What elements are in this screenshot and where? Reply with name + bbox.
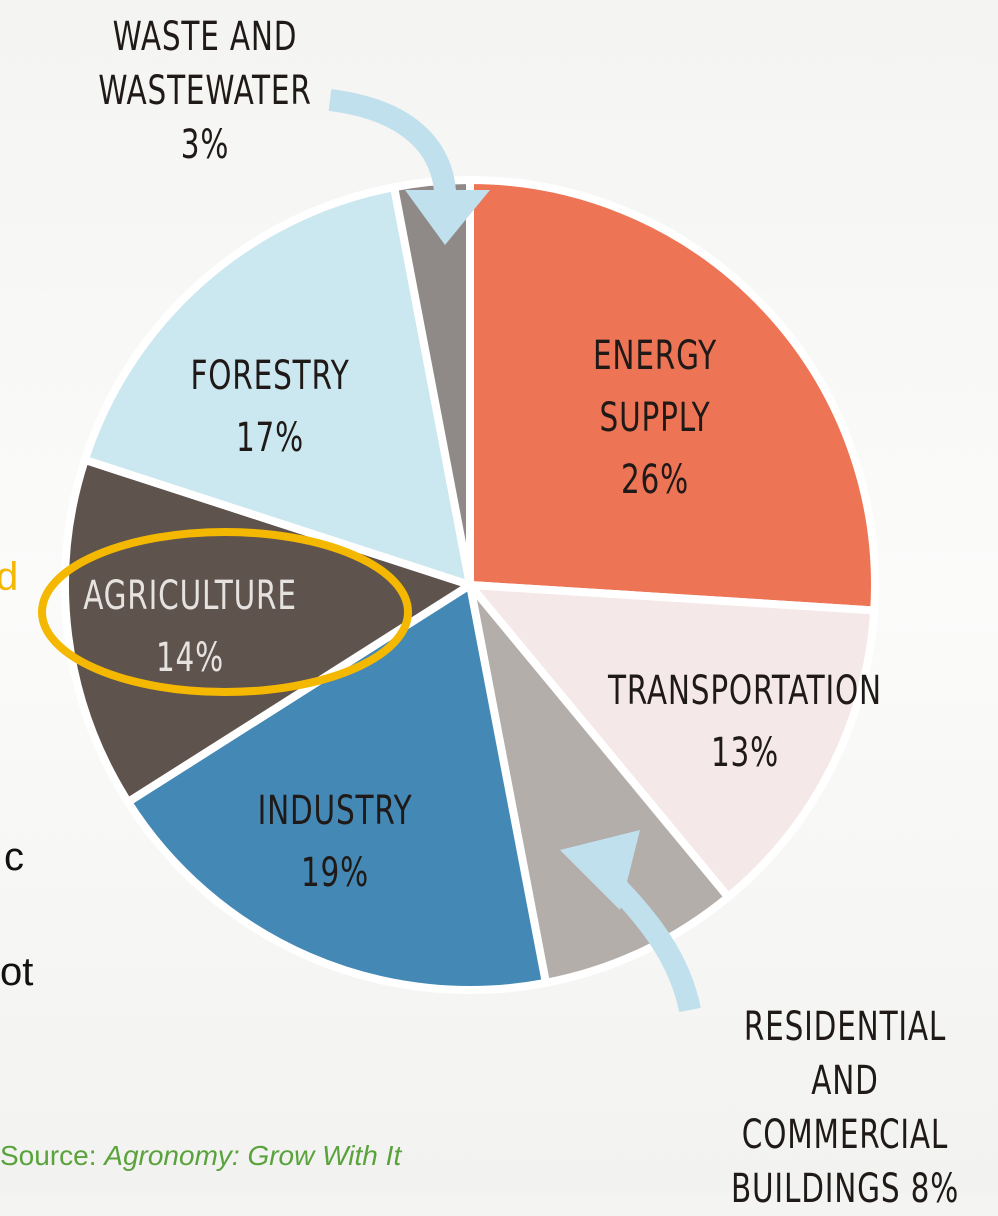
value-label: 26% xyxy=(620,457,690,503)
arrow xyxy=(328,89,457,211)
pie-slice xyxy=(466,581,879,902)
pie-slice xyxy=(466,581,733,987)
slice-label: RESIDENTIAL AND COMMERCIAL BUILDINGS 8% xyxy=(710,1000,981,1216)
highlight-ellipse xyxy=(38,528,412,696)
text-fragment: c xyxy=(4,835,24,879)
pie-slice xyxy=(390,176,474,589)
text-fragment: ot xyxy=(0,950,34,994)
source: Source: Agronomy: Grow With It xyxy=(0,1140,401,1172)
text-fragment: d xyxy=(0,555,19,599)
category: WASTE AND WASTEWATER xyxy=(98,14,312,114)
category: ENERGY SUPPLY xyxy=(592,333,718,441)
slice-label: AGRICULTURE 14% xyxy=(79,565,300,689)
category: FORESTRY xyxy=(190,353,350,399)
category: AGRICULTURE xyxy=(83,573,297,619)
category: TRANSPORTATION xyxy=(608,668,882,714)
slice-label: ENERGY SUPPLY 26% xyxy=(573,325,737,511)
source-prefix: Source: xyxy=(0,1140,97,1171)
slice-label: FORESTRY 17% xyxy=(172,345,369,469)
pie-slice xyxy=(80,183,474,589)
slice-label: WASTE AND WASTEWATER 3% xyxy=(70,10,341,172)
value-label: 17% xyxy=(235,415,305,461)
pie-slice xyxy=(61,455,474,807)
arrow-head xyxy=(560,830,640,910)
category: INDUSTRY xyxy=(257,788,413,834)
value-label: 13% xyxy=(710,730,780,776)
value-label: 8% xyxy=(910,1166,960,1212)
value-label: 3% xyxy=(180,122,230,168)
source-title: Agronomy: Grow With It xyxy=(104,1140,402,1171)
value-label: 19% xyxy=(300,850,370,896)
pie-slice xyxy=(466,176,879,615)
pie-slice xyxy=(124,581,550,994)
value-label: 14% xyxy=(155,635,225,681)
slice-label: TRANSPORTATION 13% xyxy=(606,660,885,784)
slice-label: INDUSTRY 19% xyxy=(237,780,434,904)
arrow-head xyxy=(405,190,490,245)
